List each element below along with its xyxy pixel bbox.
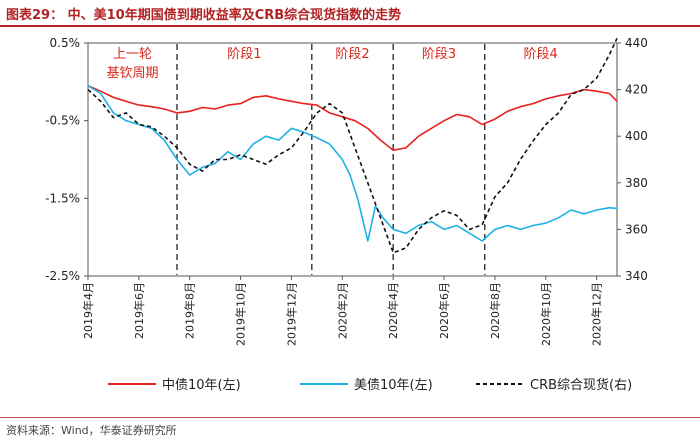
right-axis-tick-label: 400 bbox=[625, 129, 648, 143]
x-axis-tick-label: 2020年12月 bbox=[590, 282, 604, 346]
x-axis-tick-label: 2020年6月 bbox=[437, 282, 451, 339]
legend-label: 美债10年(左) bbox=[354, 378, 433, 393]
phase-label-line2: 基钦周期 bbox=[106, 66, 158, 81]
right-axis-tick-label: 360 bbox=[625, 222, 648, 236]
legend-label: 中债10年(左) bbox=[162, 378, 241, 393]
phase-label: 阶段1 bbox=[227, 47, 261, 62]
chart: 0.5% -0.5% -1.5% -2.5% 440 420 400 380 360 340 201… bbox=[45, 36, 648, 393]
x-axis-tick-label: 2020年10月 bbox=[539, 282, 553, 346]
x-axis-tick-label: 2019年10月 bbox=[234, 282, 248, 346]
x-axis-tick-label: 2020年2月 bbox=[335, 282, 349, 339]
title-bar: 图表29： 中、美10年期国债到期收益率及CRB综合现货指数的走势 bbox=[0, 0, 700, 27]
chart-title: 图表29： 中、美10年期国债到期收益率及CRB综合现货指数的走势 bbox=[6, 8, 402, 23]
x-axis-tick-label: 2019年12月 bbox=[284, 282, 298, 346]
right-axis-tick-label: 340 bbox=[625, 269, 648, 283]
source-note: 资料来源：Wind，华泰证券研究所 bbox=[6, 424, 177, 437]
left-axis-tick-label: -2.5% bbox=[45, 269, 80, 283]
phase-label: 上一轮 bbox=[113, 47, 152, 62]
phase-label: 阶段2 bbox=[335, 47, 369, 62]
x-axis-tick-label: 2019年4月 bbox=[81, 282, 95, 339]
plot-frame bbox=[87, 42, 618, 277]
series-line-1 bbox=[87, 85, 618, 242]
x-axis-tick-label: 2020年8月 bbox=[488, 282, 502, 339]
phase-label: 阶段4 bbox=[524, 47, 558, 62]
left-axis-tick-label: 0.5% bbox=[50, 36, 81, 50]
left-axis-tick-label: -0.5% bbox=[45, 114, 80, 128]
x-axis-tick-label: 2019年8月 bbox=[183, 282, 197, 339]
phase-label: 阶段3 bbox=[422, 47, 456, 62]
left-axis-tick-label: -1.5% bbox=[45, 191, 80, 205]
right-axis-tick-label: 380 bbox=[625, 176, 648, 190]
x-axis-tick-label: 2019年6月 bbox=[132, 282, 146, 339]
legend-label: CRB综合现货(右) bbox=[530, 377, 632, 393]
right-axis-tick-label: 420 bbox=[625, 83, 648, 97]
right-axis-tick-label: 440 bbox=[625, 36, 648, 50]
x-axis-tick-label: 2020年4月 bbox=[386, 282, 400, 339]
footer-divider bbox=[0, 417, 700, 418]
title-underline bbox=[0, 25, 700, 27]
series-line-0 bbox=[87, 84, 618, 151]
series-line-2 bbox=[87, 37, 618, 254]
